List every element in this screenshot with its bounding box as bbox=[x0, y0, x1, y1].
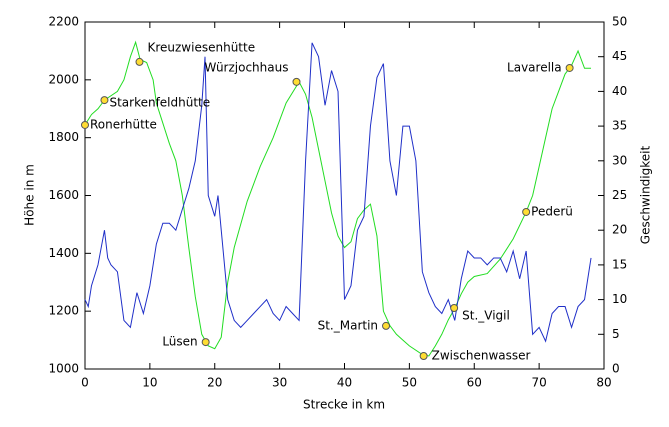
y2-tick-label: 25 bbox=[612, 188, 627, 202]
waypoint bbox=[81, 120, 89, 129]
y2-tick-label: 40 bbox=[612, 84, 627, 98]
waypoint bbox=[565, 63, 574, 72]
waypoint-label: Lavarella bbox=[507, 60, 562, 74]
y2-tick-label: 15 bbox=[612, 257, 627, 271]
waypoint bbox=[135, 57, 144, 66]
y-tick-label: 1200 bbox=[48, 304, 79, 318]
waypoint bbox=[419, 351, 428, 360]
y2-tick-label: 35 bbox=[612, 119, 627, 133]
y2-tick-label: 20 bbox=[612, 223, 627, 237]
waypoint-label: St._Martin bbox=[318, 318, 378, 332]
x-tick-label: 30 bbox=[272, 376, 287, 390]
waypoint bbox=[292, 77, 301, 86]
waypoint bbox=[522, 207, 531, 216]
x-tick-label: 40 bbox=[337, 376, 352, 390]
waypoint-label: Würzjochhaus bbox=[205, 60, 289, 74]
waypoint-label: St._Vigil bbox=[462, 308, 510, 322]
waypoint-label: Ronerhütte bbox=[90, 117, 157, 131]
x-tick-label: 60 bbox=[467, 376, 482, 390]
y-tick-label: 1800 bbox=[48, 130, 79, 144]
y2-tick-label: 0 bbox=[612, 362, 620, 376]
y2-tick-label: 45 bbox=[612, 49, 627, 63]
y-tick-label: 2200 bbox=[48, 15, 79, 29]
x-tick-label: 0 bbox=[81, 376, 89, 390]
waypoint-label: Lüsen bbox=[162, 335, 197, 349]
waypoint-label: Zwischenwasser bbox=[432, 348, 531, 362]
waypoint bbox=[382, 321, 391, 330]
waypoint-label: Starkenfeldhütte bbox=[109, 96, 210, 110]
data-line bbox=[84, 42, 592, 343]
waypoint bbox=[201, 338, 210, 347]
y-tick-label: 1600 bbox=[48, 188, 79, 202]
x-tick-label: 10 bbox=[142, 376, 157, 390]
x-axis-label: Strecke in km bbox=[303, 398, 385, 412]
x-tick-label: 50 bbox=[402, 376, 417, 390]
y2-tick-label: 10 bbox=[612, 292, 627, 306]
data-line bbox=[84, 40, 592, 357]
y2-tick-label: 50 bbox=[612, 15, 627, 29]
y-tick-label: 2000 bbox=[48, 72, 79, 86]
waypoint bbox=[450, 303, 459, 312]
y2-tick-label: 5 bbox=[612, 327, 620, 341]
y2-axis-label: Geschwindigkeit bbox=[639, 146, 653, 245]
waypoint bbox=[100, 96, 109, 105]
y2-tick-label: 30 bbox=[612, 153, 627, 167]
y-tick-label: 1000 bbox=[48, 362, 79, 376]
x-tick-label: 80 bbox=[596, 376, 611, 390]
x-tick-label: 20 bbox=[207, 376, 222, 390]
y-tick-label: 1400 bbox=[48, 246, 79, 260]
waypoint-label: Kreuzwiesenhütte bbox=[147, 40, 255, 54]
x-tick-label: 70 bbox=[531, 376, 546, 390]
y-axis-label: Höhe in m bbox=[23, 164, 37, 226]
waypoint-label: Pederü bbox=[531, 204, 573, 218]
